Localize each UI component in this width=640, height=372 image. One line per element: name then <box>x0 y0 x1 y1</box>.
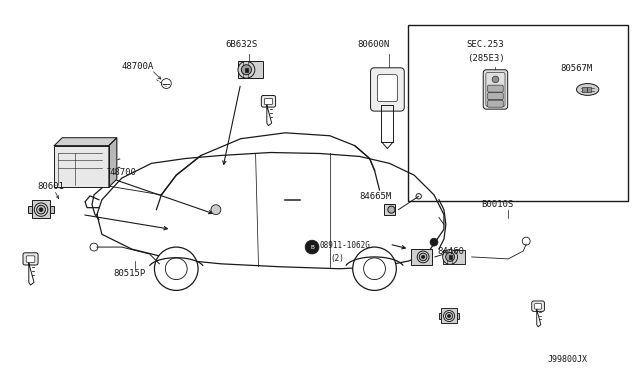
Circle shape <box>238 61 255 78</box>
FancyBboxPatch shape <box>261 96 276 107</box>
Text: 48700A: 48700A <box>122 62 154 71</box>
Bar <box>582 87 586 92</box>
Text: 84460: 84460 <box>437 247 464 256</box>
Bar <box>32 200 51 218</box>
Text: 6B632S: 6B632S <box>226 40 258 49</box>
FancyBboxPatch shape <box>26 256 35 262</box>
FancyBboxPatch shape <box>483 70 508 109</box>
Bar <box>438 313 442 319</box>
FancyBboxPatch shape <box>264 98 273 105</box>
Text: 80601: 80601 <box>38 182 65 191</box>
Circle shape <box>443 250 458 264</box>
Circle shape <box>36 205 45 214</box>
Circle shape <box>241 65 252 75</box>
Bar <box>412 248 431 265</box>
Circle shape <box>211 205 221 215</box>
Bar <box>586 87 591 92</box>
Text: B0010S: B0010S <box>481 200 514 209</box>
Bar <box>238 61 263 78</box>
Circle shape <box>388 206 395 213</box>
Circle shape <box>492 76 499 83</box>
Bar <box>449 255 452 259</box>
Text: J99800JX: J99800JX <box>548 355 588 365</box>
FancyBboxPatch shape <box>378 75 397 102</box>
Bar <box>408 26 628 201</box>
Circle shape <box>353 247 396 291</box>
Circle shape <box>430 238 438 246</box>
Circle shape <box>422 255 425 259</box>
FancyBboxPatch shape <box>23 253 38 265</box>
Bar <box>457 313 460 319</box>
Circle shape <box>445 253 454 262</box>
Text: 84665M: 84665M <box>360 192 392 201</box>
FancyBboxPatch shape <box>534 304 541 309</box>
FancyBboxPatch shape <box>532 301 545 311</box>
FancyBboxPatch shape <box>488 100 503 107</box>
Circle shape <box>444 311 454 321</box>
Ellipse shape <box>577 84 599 95</box>
Circle shape <box>445 312 452 320</box>
Circle shape <box>447 314 451 318</box>
Circle shape <box>417 251 429 263</box>
Bar <box>442 308 457 323</box>
Bar <box>51 206 54 213</box>
Text: B: B <box>310 244 314 250</box>
Bar <box>443 250 465 264</box>
FancyBboxPatch shape <box>488 93 503 100</box>
Text: 80515P: 80515P <box>114 269 146 278</box>
Polygon shape <box>109 138 116 187</box>
Text: (285E3): (285E3) <box>467 54 504 63</box>
Circle shape <box>305 240 319 254</box>
Polygon shape <box>97 153 444 269</box>
FancyBboxPatch shape <box>371 68 404 111</box>
Bar <box>244 68 248 72</box>
Text: 80600N: 80600N <box>358 40 390 49</box>
Text: 48700: 48700 <box>110 168 137 177</box>
Text: SEC.253: SEC.253 <box>467 40 504 49</box>
Bar <box>28 206 32 213</box>
Text: 80567M: 80567M <box>560 64 592 73</box>
Polygon shape <box>54 138 116 145</box>
Circle shape <box>35 203 48 217</box>
Text: (2): (2) <box>330 254 344 263</box>
Ellipse shape <box>251 61 259 78</box>
Circle shape <box>154 247 198 291</box>
FancyBboxPatch shape <box>488 85 503 92</box>
Bar <box>54 145 109 187</box>
Circle shape <box>419 253 427 261</box>
Ellipse shape <box>454 250 461 264</box>
Bar <box>384 204 395 215</box>
Text: 08911-1062G: 08911-1062G <box>320 241 371 250</box>
Circle shape <box>39 208 43 212</box>
